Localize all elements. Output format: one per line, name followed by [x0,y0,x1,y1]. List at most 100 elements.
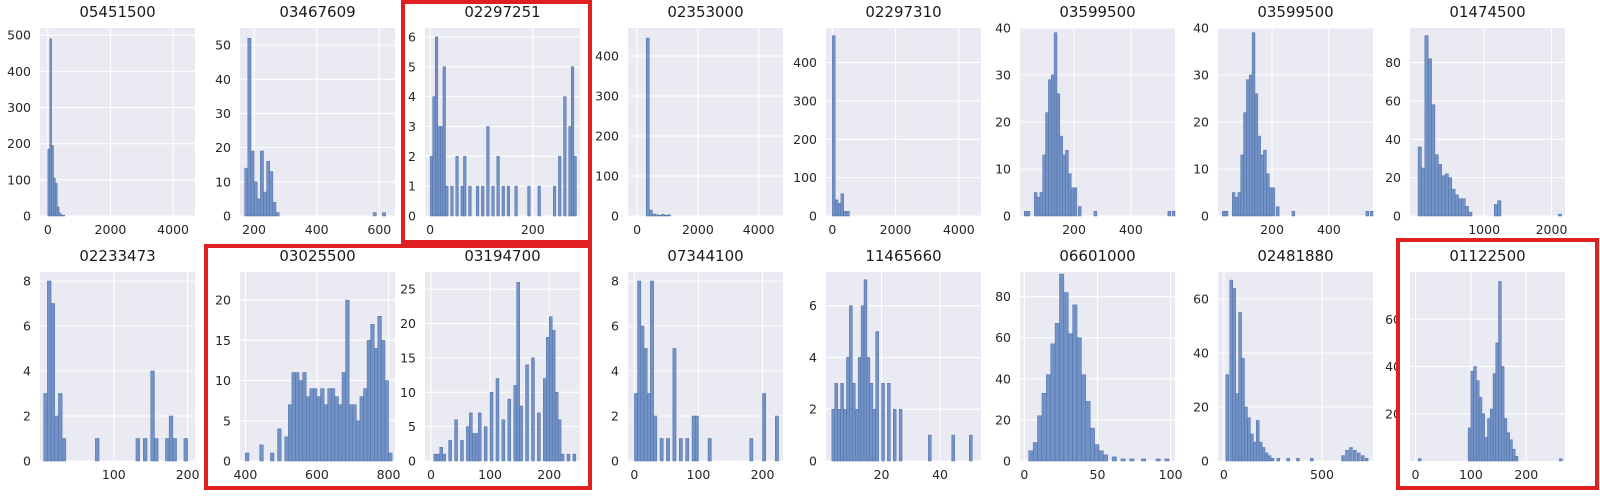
panel-title: 03599500 [1257,3,1333,21]
histogram-bar [1434,154,1439,217]
histogram-bar [455,156,459,217]
y-tick-label: 40 [1385,132,1401,147]
histogram-bar [1120,458,1126,462]
histogram-bar [460,185,464,217]
histogram-bar [643,348,648,462]
histogram-bar [557,419,562,462]
histogram-bar [1481,413,1485,462]
histogram-bar [481,185,485,217]
histogram-bar [887,383,891,462]
histogram-bar [857,357,862,462]
histogram-panel-9: 400 600 800 0 5 10 15 20 03025500 [215,247,400,482]
histogram-bar [460,440,464,462]
histogram-bar [506,185,510,217]
histogram-bar [1448,177,1453,217]
histogram-bar [1243,112,1247,217]
histogram-bar [49,38,52,217]
histogram-bar [250,150,255,217]
x-tick-label: 0 [1220,467,1228,482]
histogram-bar [1270,458,1275,462]
histogram-bar [1253,441,1257,462]
histogram-bar [1260,154,1264,217]
histogram-bar [468,185,472,217]
histogram-bar [1454,194,1459,217]
panel-title: 06601000 [1059,247,1135,265]
histogram-bar [1229,279,1233,462]
histogram-bar [366,340,371,462]
histogram-bar [363,388,368,462]
y-tick-label: 0 [408,209,416,224]
histogram-bar [1487,418,1491,462]
x-tick-label: 200 [1062,222,1086,237]
histogram-bar [898,408,903,462]
histogram-bar [295,372,300,462]
histogram-bar [1461,198,1466,217]
histogram-bar [678,438,683,462]
histogram-bar [1470,370,1474,462]
x-tick-label: 0 [1020,467,1028,482]
histogram-bar [323,404,328,462]
x-tick-label: 500 [1310,467,1334,482]
y-tick-label: 100 [7,172,31,187]
x-tick-label: 800 [377,467,401,482]
histogram-bar [1276,206,1280,217]
histogram-bar [507,398,512,462]
histogram-bar [834,383,838,462]
histogram-bar [572,453,577,462]
histogram-bar [566,453,571,462]
histogram-bar [1421,167,1426,217]
histogram-bar [43,393,48,462]
x-tick-label: 600 [367,222,391,237]
histogram-bar [436,453,441,462]
panel-title: 02481880 [1257,247,1333,265]
y-tick-label: 0 [1201,454,1209,469]
histogram-bar [450,185,454,217]
histogram-bar [659,438,664,462]
histogram-bar [338,404,343,462]
y-tick-label: 100 [595,169,619,184]
histogram-bar [658,214,662,217]
histogram-bar [58,212,62,217]
histogram-bar [442,66,446,217]
histogram-bar [843,211,847,217]
histogram-bar [1093,211,1098,217]
histogram-bar [1053,32,1058,217]
histogram-bar [272,202,277,217]
histogram-bar [489,392,494,462]
histogram-bar [1365,211,1369,217]
y-tick-label: 40 [1193,346,1209,361]
y-tick-label: 10 [400,385,416,400]
histogram-bar [1258,441,1263,462]
histogram-bar [1341,455,1345,462]
panel-title: 01474500 [1449,3,1525,21]
y-tick-label: 100 [793,170,817,185]
histogram-bar [634,393,638,462]
histogram-bar [62,215,65,217]
histogram-bar [664,214,668,217]
x-tick-label: 200 [751,467,775,482]
y-tick-label: 6 [809,298,817,313]
histogram-bar [1506,432,1510,462]
histogram-bar [469,412,473,462]
histogram-bar [277,428,282,462]
histogram-bar [1349,447,1353,462]
panel-title: 02297310 [865,3,941,21]
x-tick-label: 200 [1514,467,1538,482]
histogram-bar [334,396,339,462]
histogram-bar [560,453,565,462]
histogram-bar [1032,442,1038,462]
x-tick-label: 400 [233,467,257,482]
histogram-bar [1046,374,1051,462]
histogram-panel-10: 0 100 200 0 5 10 15 20 25 03194700 [400,247,580,482]
panel-title: 01122500 [1449,247,1525,265]
histogram-bar [649,209,653,217]
y-tick-label: 30 [1193,68,1209,83]
histogram-bar [1039,192,1044,217]
histogram-bar [1054,323,1060,462]
y-tick-label: 300 [7,100,31,115]
histogram-bar [143,438,148,462]
x-tick-label: 0 [630,467,638,482]
y-tick-label: 6 [23,319,31,334]
histogram-bar [1360,455,1365,462]
